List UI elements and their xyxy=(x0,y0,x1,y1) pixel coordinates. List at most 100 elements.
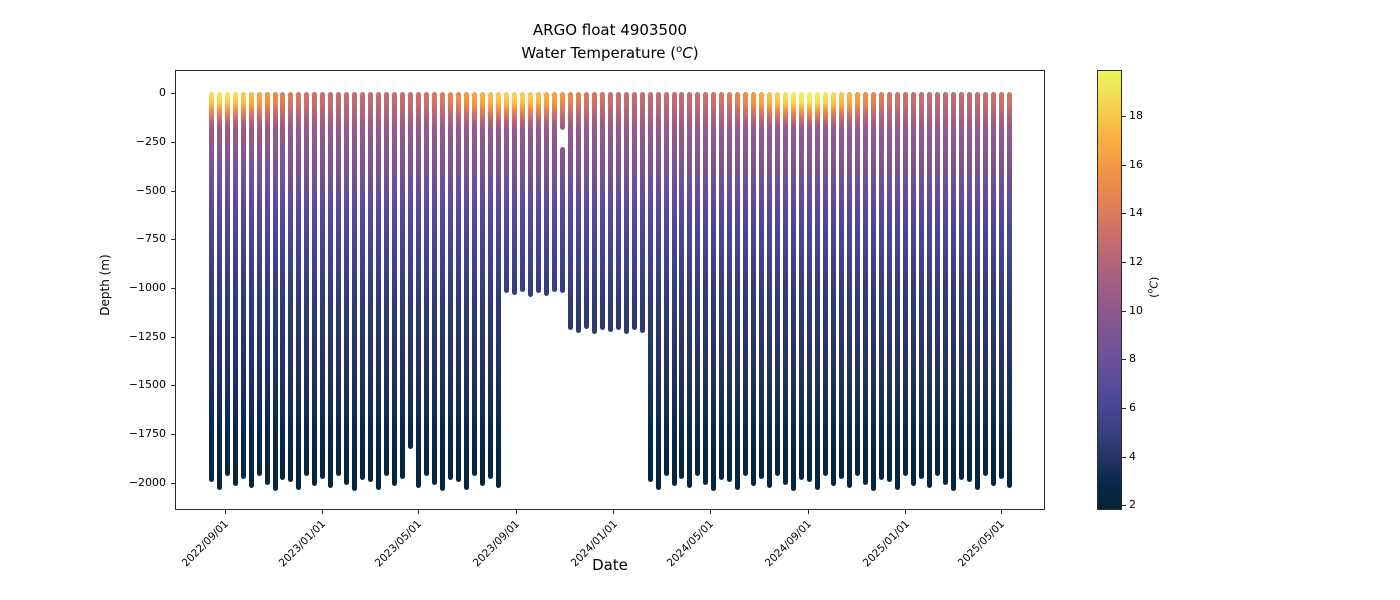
profile-bar xyxy=(360,91,366,481)
profile-bar xyxy=(511,91,517,296)
y-tick-mark xyxy=(171,142,175,143)
x-tick-mark xyxy=(321,510,323,514)
profile-bar xyxy=(743,91,749,477)
profile-bar xyxy=(352,91,358,492)
y-tick-mark xyxy=(171,434,175,436)
profile-bar xyxy=(591,91,597,335)
profile-bar xyxy=(384,91,390,477)
profile-bar xyxy=(735,91,741,491)
profile-bar xyxy=(320,91,326,480)
y-tick-label: −1250 xyxy=(128,329,166,343)
profile-bar xyxy=(575,91,581,334)
colorbar-tick-label: 12 xyxy=(1129,255,1143,268)
colorbar-tick-mark xyxy=(1122,262,1126,263)
y-tick-mark xyxy=(171,482,175,484)
profile-bar xyxy=(559,91,565,130)
profile-bar xyxy=(264,91,270,486)
profile-bar xyxy=(432,91,438,486)
profile-bar xyxy=(368,91,374,483)
profile-bar xyxy=(695,91,701,476)
y-tick-mark xyxy=(171,288,175,290)
colorbar-tick-label: 14 xyxy=(1129,206,1143,220)
profile-bar xyxy=(304,91,310,477)
profile-bar xyxy=(711,91,717,492)
profile-bar xyxy=(448,91,453,481)
profile-bar xyxy=(232,91,238,487)
y-tick-label: −750 xyxy=(135,232,166,246)
profile-bar xyxy=(982,91,988,477)
y-tick-label: −1500 xyxy=(128,378,166,392)
profile-bar xyxy=(344,91,350,486)
profile-bar xyxy=(831,91,837,487)
profile-bar xyxy=(392,91,398,487)
y-tick-mark xyxy=(171,385,175,387)
y-tick-label: −1750 xyxy=(128,427,166,441)
profile-bar xyxy=(823,91,829,477)
colorbar-tick-label: 8 xyxy=(1129,352,1136,366)
chart-title: ARGO float 4903500 xyxy=(532,21,688,39)
profile-bar xyxy=(934,91,940,476)
profile-bar xyxy=(623,91,629,335)
profile-bar xyxy=(847,91,852,489)
profile-bar xyxy=(208,91,214,483)
x-tick-mark xyxy=(1000,510,1002,514)
profile-bar xyxy=(751,91,757,487)
profile-bar xyxy=(272,91,278,492)
profile-bar xyxy=(719,91,725,481)
profile-bar xyxy=(559,147,565,294)
y-tick-label: −2000 xyxy=(128,475,166,489)
profile-bar xyxy=(759,91,765,480)
profile-bar xyxy=(687,91,693,489)
profile-bar xyxy=(791,91,797,492)
colorbar-tick-label: 6 xyxy=(1129,400,1136,414)
x-tick-mark xyxy=(417,510,419,514)
profile-bar xyxy=(878,91,884,481)
profile-bar xyxy=(902,91,908,477)
profile-bar xyxy=(551,91,557,292)
chart-subtitle: Water Temperature (oC) xyxy=(521,44,699,62)
colorbar-tick-mark xyxy=(1122,116,1126,118)
profile-bar xyxy=(599,91,605,331)
colorbar xyxy=(1097,70,1122,510)
profile-bar xyxy=(655,91,661,491)
profile-bar xyxy=(400,91,406,480)
profile-bar xyxy=(966,91,972,483)
profile-bar xyxy=(703,91,709,486)
x-tick-mark xyxy=(905,510,907,514)
x-tick-mark xyxy=(515,510,517,514)
profile-bar xyxy=(783,91,789,486)
plot-area xyxy=(175,70,1045,510)
profile-bar xyxy=(799,91,805,481)
profile-bar xyxy=(288,91,294,483)
profile-bar xyxy=(567,91,573,330)
profile-bar xyxy=(647,91,653,483)
profile-bar xyxy=(1006,91,1012,489)
y-tick-mark xyxy=(171,239,175,241)
profile-bar xyxy=(487,91,493,480)
x-tick-mark xyxy=(709,510,711,514)
profile-bar xyxy=(663,91,669,477)
profile-bar xyxy=(926,91,932,489)
profile-bar xyxy=(256,91,262,476)
profile-bar xyxy=(886,91,892,483)
x-tick-mark xyxy=(224,510,226,514)
y-tick-label: −250 xyxy=(135,135,166,148)
y-tick-mark xyxy=(171,190,175,192)
profile-bar xyxy=(583,91,589,329)
profile-bar xyxy=(839,91,844,480)
colorbar-tick-label: 2 xyxy=(1129,498,1136,512)
colorbar-tick-label: 4 xyxy=(1129,449,1136,463)
y-tick-mark xyxy=(171,336,175,338)
profile-bar xyxy=(631,91,637,331)
profile-bar xyxy=(998,91,1004,480)
profile-bar xyxy=(416,91,422,489)
profile-bar xyxy=(615,91,621,330)
profile-bar xyxy=(535,91,541,294)
profile-bar xyxy=(479,91,485,487)
profile-bar xyxy=(456,91,461,483)
y-tick-mark xyxy=(171,93,175,95)
profile-bar xyxy=(328,91,334,489)
profile-bar xyxy=(216,91,222,491)
profile-bar xyxy=(871,91,876,492)
profile-bar xyxy=(424,91,430,476)
